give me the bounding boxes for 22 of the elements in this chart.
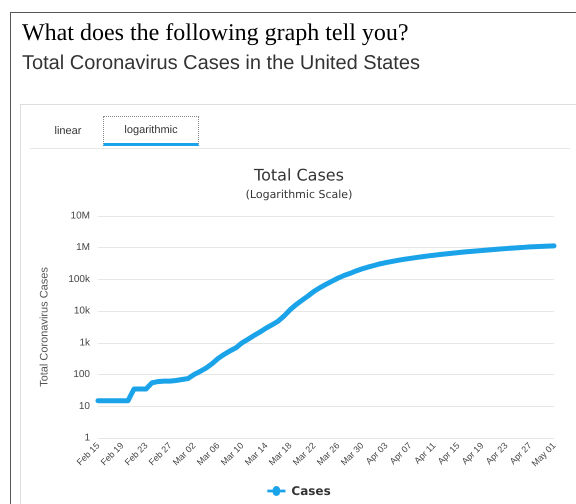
x-tick-label: Apr 15 [436, 440, 462, 466]
x-tick-label: Apr 23 [484, 440, 510, 466]
text: logarithmic [103, 116, 199, 146]
legend-label: Cases [291, 484, 331, 498]
y-tick-label: 100k [68, 274, 91, 285]
y-axis-title: Total Coronavirus Cases [38, 266, 50, 387]
x-tick-label: May 01 [530, 440, 558, 468]
y-tick-label: 1M [76, 242, 90, 254]
x-tick-label: Apr 07 [388, 440, 414, 466]
x-tick-label: Apr 19 [460, 440, 486, 466]
y-tick-label: 10M [70, 210, 90, 222]
y-tick-label: 100 [73, 369, 90, 380]
y-tick-label: 10k [74, 306, 91, 317]
y-tick-label: 10 [78, 400, 90, 412]
chart-title: Total Cases [253, 166, 344, 184]
text: Total Coronavirus Cases in the United States [22, 52, 420, 75]
y-tick-label: 1k [79, 337, 91, 348]
x-tick-label: Apr 11 [412, 440, 438, 466]
text: What does the following graph tell you? [22, 20, 409, 47]
chart-subtitle: (Logarithmic Scale) [246, 188, 352, 201]
x-tick-label: Apr 03 [364, 440, 390, 466]
text: linear [54, 124, 82, 139]
